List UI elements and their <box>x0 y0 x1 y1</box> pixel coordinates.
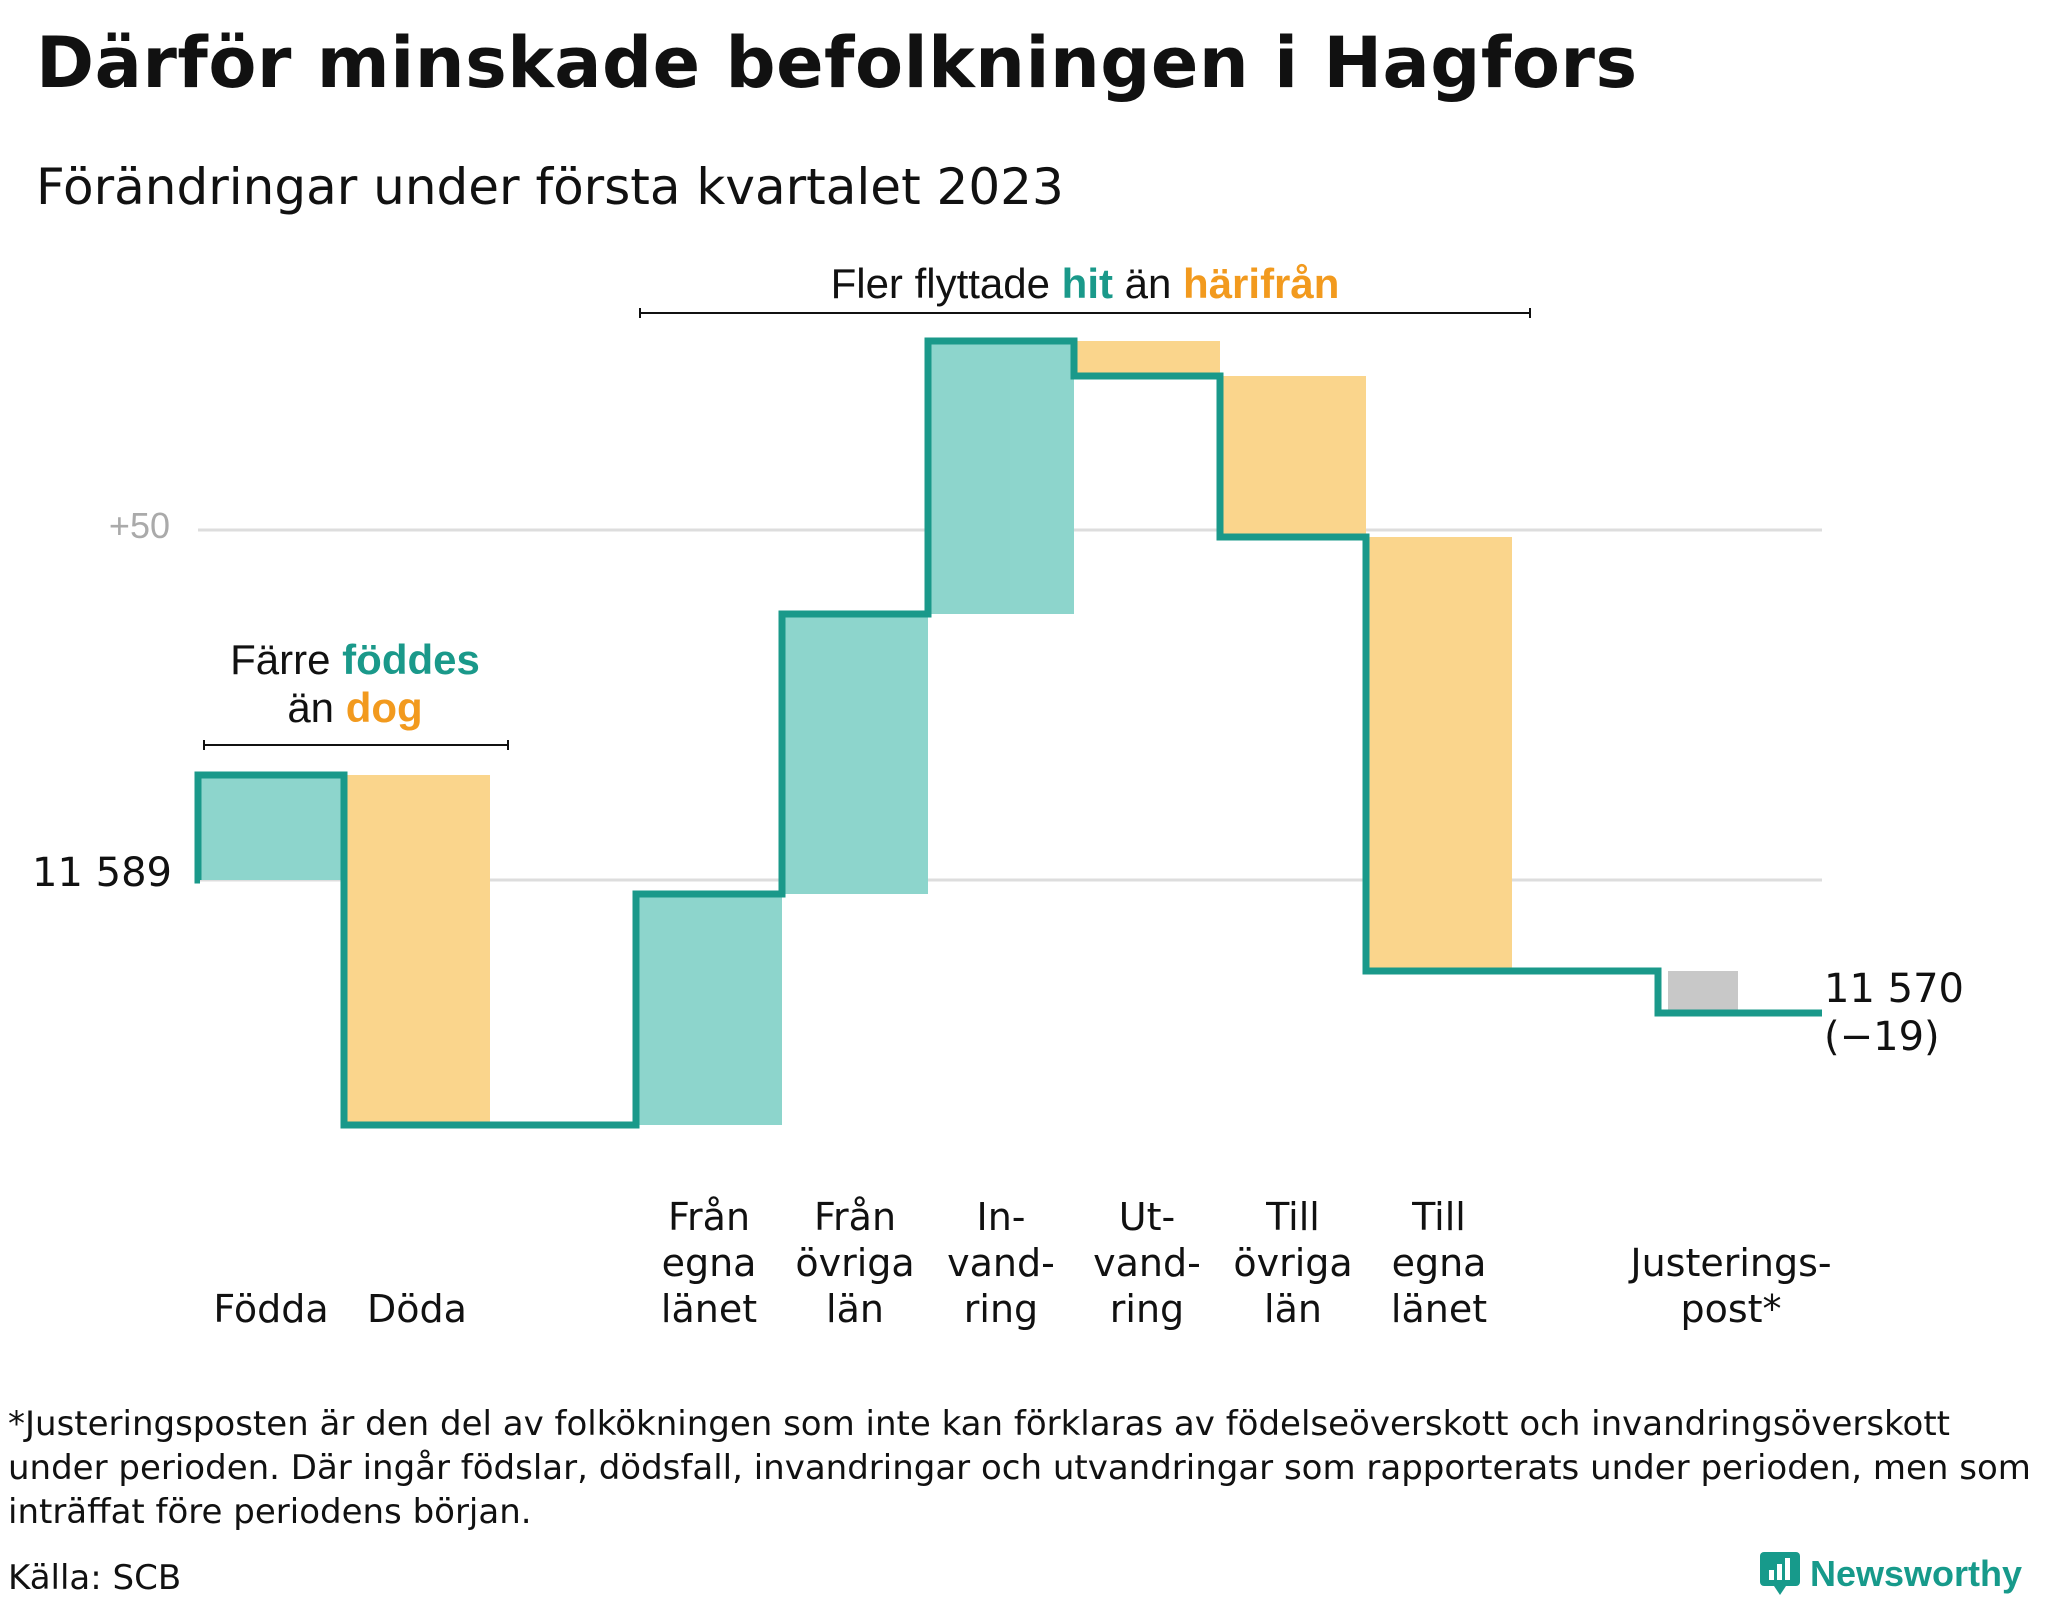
waterfall-bar-8 <box>1220 376 1366 537</box>
waterfall-bar-6 <box>928 341 1074 614</box>
category-label-5-line-2: övriga <box>795 1241 914 1285</box>
migration-annotation-middle: än <box>1113 260 1183 307</box>
source-label: Källa: SCB <box>8 1558 182 1598</box>
migration-annotation: Fler flyttade hit än härifrån <box>831 260 1340 307</box>
chart-title: Därför minskade befolkningen i Hagfors <box>36 22 1638 104</box>
category-label-4-line-1: Från <box>668 1195 750 1239</box>
category-label-9-line-1: Till <box>1411 1195 1466 1239</box>
category-label-9-line-2: egna <box>1392 1241 1487 1285</box>
births-annotation-an: än <box>287 684 345 731</box>
category-label-8-line-2: övriga <box>1233 1241 1352 1285</box>
brand-logo: Newsworthy <box>1759 1552 2022 1596</box>
category-label-2-line-1: Döda <box>367 1287 467 1331</box>
births-annotation-line1: Färre föddes <box>230 636 480 683</box>
chart-subtitle: Förändringar under första kvartalet 2023 <box>36 158 1064 216</box>
end-change-label: (−19) <box>1824 1014 1940 1060</box>
end-value-label: 11 570 <box>1824 966 1964 1012</box>
cumulative-step-line <box>194 337 1822 1129</box>
category-label-6-line-1: In- <box>976 1195 1025 1239</box>
category-label-7-line-1: Ut- <box>1119 1195 1175 1239</box>
category-label-7-line-2: vand- <box>1093 1241 1201 1285</box>
waterfall-bar-1 <box>198 775 344 880</box>
footnote: *Justeringsposten är den del av folkökni… <box>8 1404 2031 1532</box>
category-label-8-line-3: län <box>1264 1287 1322 1331</box>
waterfall-chart: Födda DödaFrånegnalänetFrånövrigalänIn-va… <box>32 260 1964 1331</box>
category-label-6-line-2: vand- <box>947 1241 1055 1285</box>
waterfall-bar-11 <box>1668 971 1738 1013</box>
category-label-7-line-3: ring <box>1110 1287 1184 1331</box>
category-label-11-line-2: post* <box>1680 1287 1781 1331</box>
category-label-6-line-3: ring <box>964 1287 1038 1331</box>
category-label-5-line-1: Från <box>814 1195 896 1239</box>
births-annotation-prefix: Färre <box>230 636 342 683</box>
y-tick-label-50: +50 <box>109 505 170 546</box>
category-label-4-line-3: länet <box>661 1287 757 1331</box>
births-annotation-foddes: föddes <box>342 636 480 683</box>
migration-annotation-hit: hit <box>1062 260 1113 307</box>
migration-annotation-harifran: härifrån <box>1183 260 1339 307</box>
births-annotation-line2: än dog <box>287 684 422 731</box>
start-value-label: 11 589 <box>32 850 172 896</box>
category-label-1-line-1: Födda <box>213 1287 328 1331</box>
category-label-9-line-3: länet <box>1391 1287 1487 1331</box>
category-label-5-line-3: län <box>826 1287 884 1331</box>
newsworthy-logo-icon <box>1759 1552 1800 1595</box>
waterfall-bar-9 <box>1366 537 1512 971</box>
brand-name: Newsworthy <box>1809 1553 2022 1594</box>
waterfall-bar-2 <box>344 775 490 1125</box>
waterfall-bar-4 <box>636 894 782 1125</box>
migration-annotation-prefix: Fler flyttade <box>831 260 1062 307</box>
waterfall-bar-7 <box>1074 341 1220 376</box>
waterfall-bar-5 <box>782 614 928 894</box>
category-label-4-line-2: egna <box>662 1241 757 1285</box>
births-annotation-dog: dog <box>346 684 423 731</box>
category-label-11-line-1: Justerings- <box>1628 1241 1831 1285</box>
category-label-8-line-1: Till <box>1265 1195 1320 1239</box>
